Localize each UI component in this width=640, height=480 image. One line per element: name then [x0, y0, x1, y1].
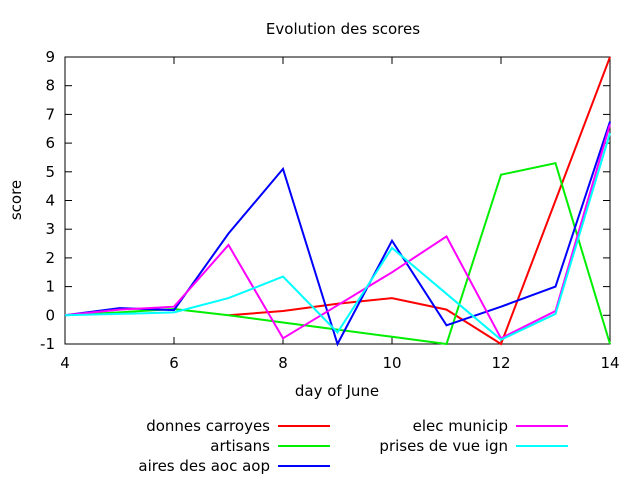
y-tick-label: 0	[45, 306, 55, 324]
y-tick-label: 8	[45, 77, 55, 95]
series-line-artisans	[64, 162, 611, 346]
legend-label: prises de vue ign	[379, 437, 508, 455]
plot-area-border	[64, 56, 611, 345]
x-tick-label: 4	[60, 354, 70, 372]
series-line-donnes-carroyes	[228, 56, 611, 346]
legend-label: aires des aoc aop	[138, 457, 270, 475]
x-tick-label: 10	[382, 354, 401, 372]
x-tick-label: 8	[278, 354, 288, 372]
series-line-prises-de-vue-ign	[64, 132, 611, 341]
x-tick-label: 14	[600, 354, 619, 372]
x-axis-label: day of June	[295, 382, 379, 400]
y-tick-label: 2	[45, 249, 55, 267]
x-tick-label: 12	[491, 354, 510, 372]
legend-label: artisans	[210, 437, 270, 455]
legend-label: donnes carroyes	[146, 417, 270, 435]
series-line-aires-des-aoc-aop	[64, 121, 611, 347]
y-tick-label: 3	[45, 220, 55, 238]
y-tick-label: 4	[45, 192, 55, 210]
y-axis-label: score	[7, 180, 25, 220]
legend-label: elec municip	[413, 417, 508, 435]
chart-title: Evolution des scores	[266, 20, 420, 38]
y-tick-label: -1	[40, 335, 55, 353]
y-tick-label: 1	[45, 278, 55, 296]
series-line-elec-municip	[64, 124, 611, 340]
x-tick-label: 6	[169, 354, 179, 372]
y-tick-label: 9	[45, 48, 55, 66]
y-tick-label: 7	[45, 105, 55, 123]
y-tick-label: 6	[45, 134, 55, 152]
y-tick-label: 5	[45, 163, 55, 181]
